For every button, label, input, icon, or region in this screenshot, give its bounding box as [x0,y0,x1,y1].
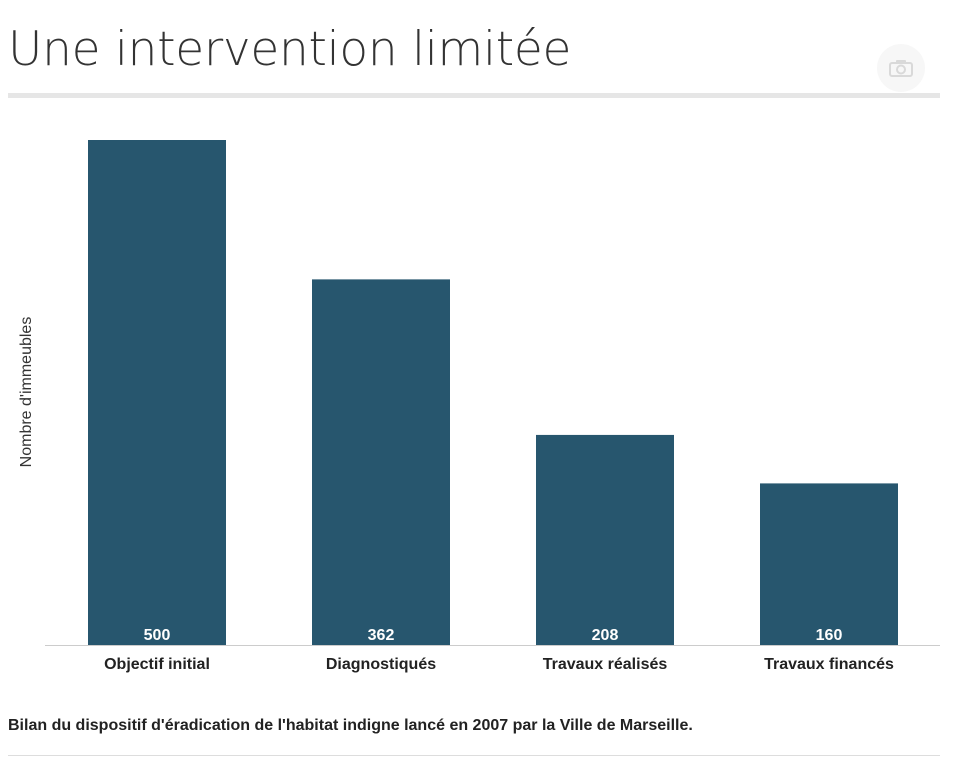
bar-value-label-2: 362 [368,627,395,644]
bar-chart: Nombre d'immeubles 500 Objectif initial 36… [18,140,940,673]
y-axis-label: Nombre d'immeubles [18,317,35,468]
title-divider [8,93,940,98]
bar-3 [536,434,674,645]
category-label-3: Travaux réalisés [543,656,668,673]
category-label-1: Objectif initial [104,656,210,673]
chart-caption: Bilan du dispositif d'éradication de l'h… [8,717,693,734]
camera-button[interactable] [877,44,925,92]
bar-2 [312,279,450,645]
bottom-divider [8,755,940,756]
category-label-4: Travaux financés [764,656,894,673]
bar-value-label-3: 208 [592,627,619,644]
camera-icon [889,60,913,77]
bars-group: 500 Objectif initial 362 Diagnostiqués 208 Tr… [88,140,898,673]
bar-value-label-4: 160 [816,627,843,644]
bar-value-label-1: 500 [144,627,171,644]
bar-4 [760,483,898,645]
bar-1 [88,140,226,645]
page-title: Une intervention limitée [8,22,572,77]
category-label-2: Diagnostiqués [326,656,436,673]
